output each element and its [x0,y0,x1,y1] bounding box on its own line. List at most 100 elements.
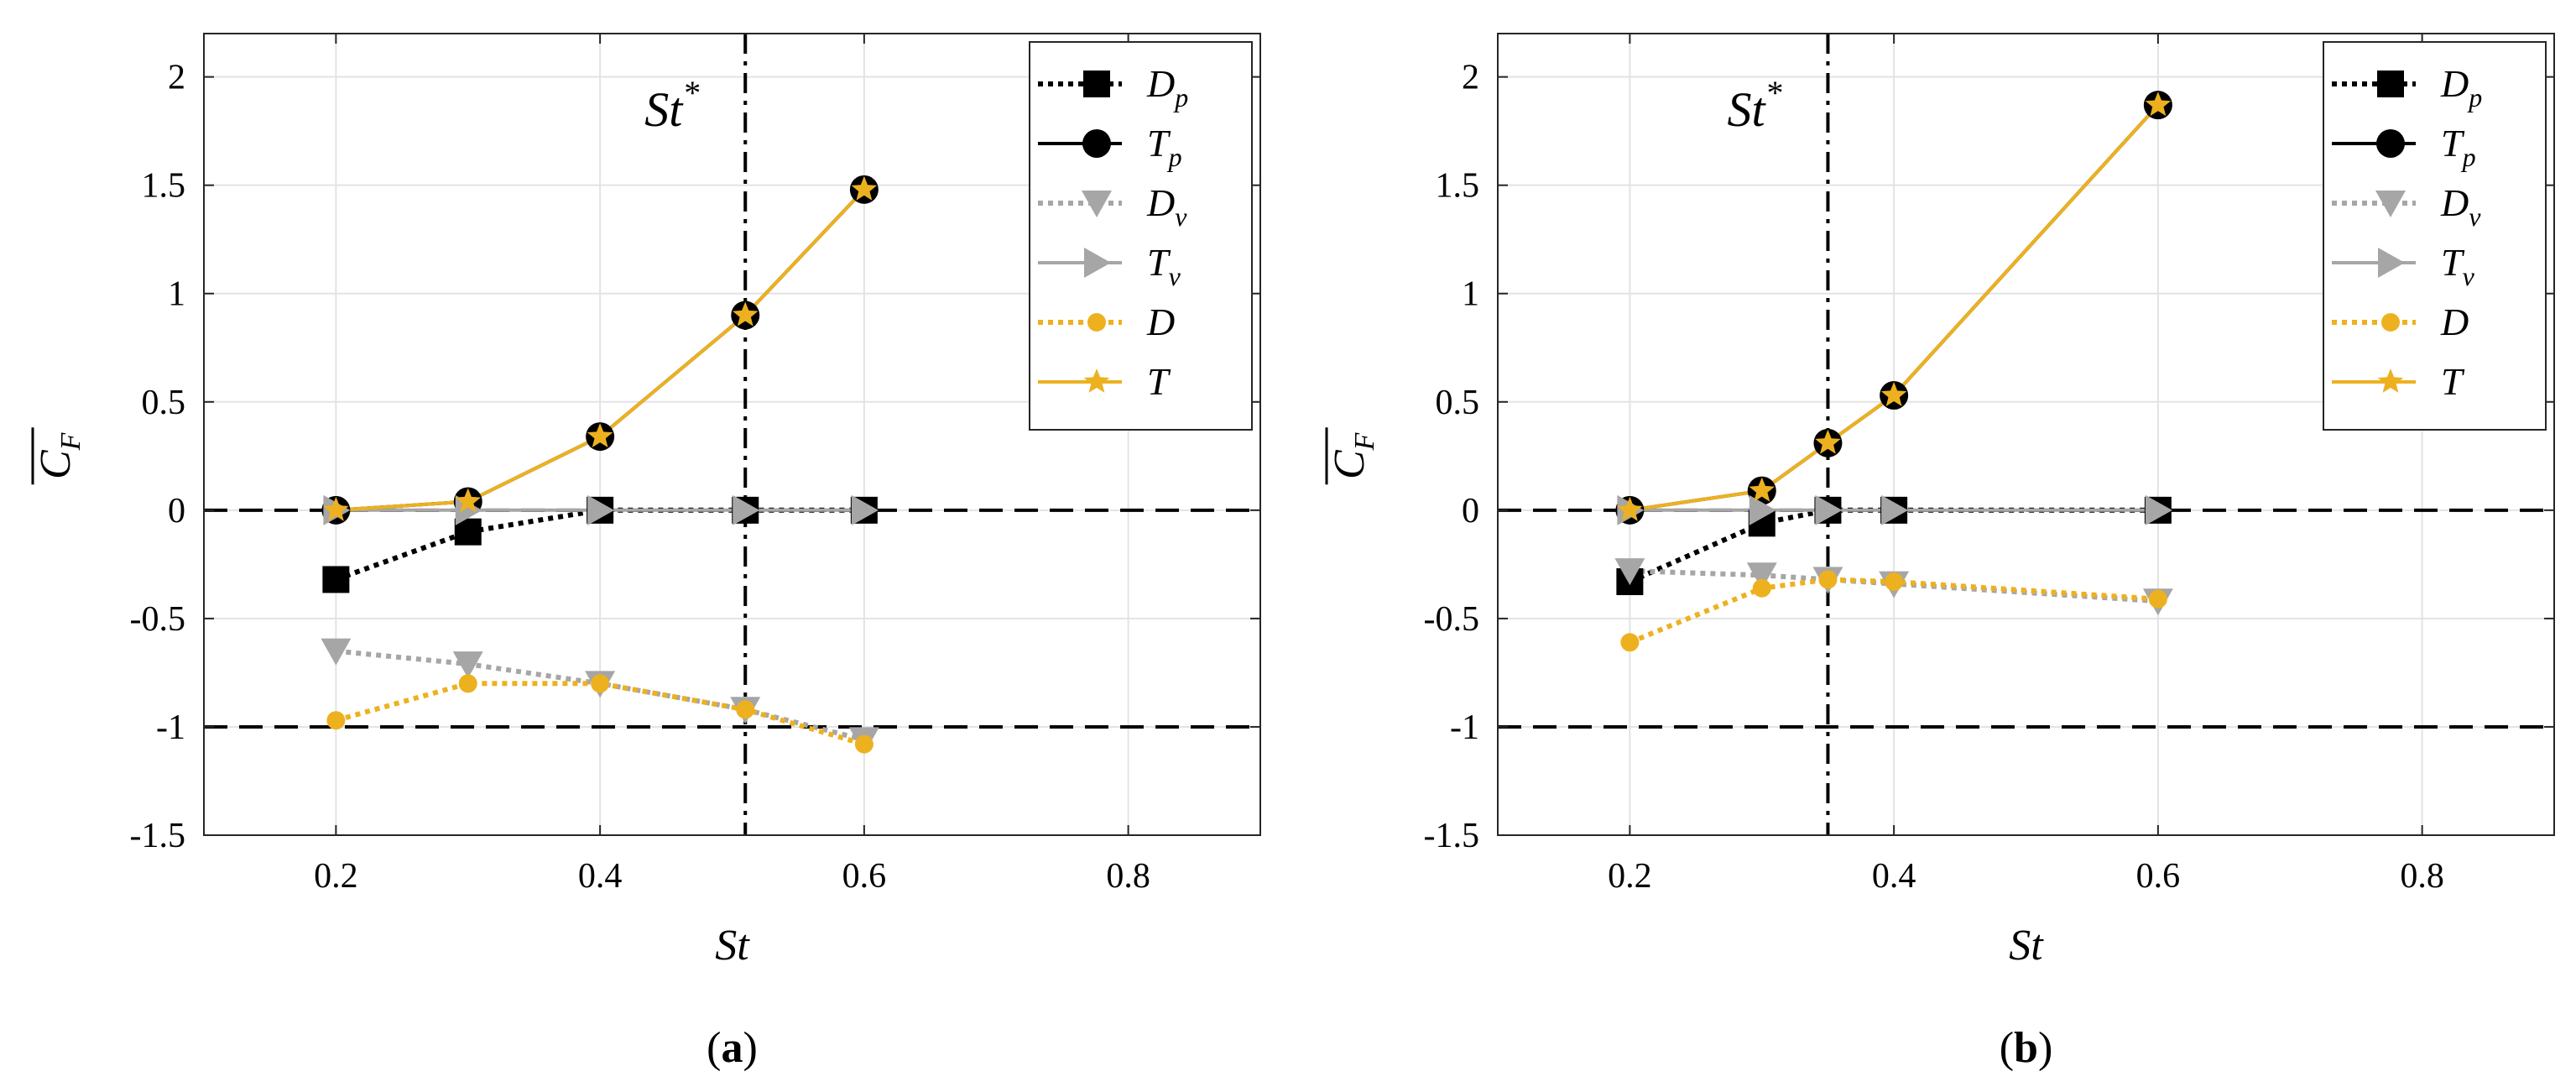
legend-entry-Dp: Dp [1038,62,1188,112]
legend-label: Dv [2440,181,2481,232]
y-tick-label: 0.5 [1436,384,1480,422]
x-tick-label: 0.8 [2400,857,2444,896]
legend: Dp Tp Dv Tv DT [2323,41,2547,431]
legend-label: Dp [1146,62,1188,112]
y-tick-label: -0.5 [130,600,186,639]
x-tick-label: 0.8 [1106,857,1150,896]
data-point-D [326,711,346,730]
data-point-Tv [1881,494,1909,525]
data-point-T [2145,91,2172,117]
panel-b: 0.2 0.4 0.6 0.8 -1.5 -1 -0.5 0 0.5 1 1.5 2 St CF St* Dp… [1325,33,2555,1072]
legend-box [2323,41,2547,431]
legend-label: Dv [1146,181,1187,232]
data-point-T [733,301,759,327]
y-tick-label: -0.5 [1424,600,1480,639]
legend: Dp Tp Dv Tv DT [1029,41,1253,431]
x-tick-label: 0.4 [578,857,623,896]
legend-marker [1083,71,1110,97]
legend-marker [2381,313,2400,332]
data-point-T [1880,382,1907,406]
x-tick-label: 0.6 [2136,857,2181,896]
y-tick-label: -1 [1450,708,1479,747]
panel-label: (b) [2000,1024,2053,1072]
legend-entry-Dv: Dv [1038,181,1187,232]
axes-frame [203,33,1261,836]
legend-marker [2377,71,2404,97]
legend-box [1029,41,1253,431]
st-star-label: St* [644,74,699,137]
legend-entry-Tv: Tv [1038,241,1181,291]
y-tick-label: 2 [1462,59,1479,97]
legend-label: Dp [2440,62,2482,112]
y-axis-label-text: CF [1326,431,1380,479]
y-tick-label: 1 [168,275,185,314]
panel-a: 0.2 0.4 0.6 0.8 -1.5 -1 -0.5 0 0.5 1 1.5 2 St CF St* Dp… [31,33,1261,1072]
legend-marker [1082,129,1111,158]
y-tick-label: 2 [168,59,185,97]
series-line-D [1629,577,2159,645]
legend-marker [1082,191,1112,217]
x-axis-label: St [715,922,750,969]
x-tick-label: 0.2 [1608,857,1652,896]
data-point-Dv [452,651,483,679]
data-point-Dv [1746,562,1777,590]
data-point-D [854,734,873,754]
data-point-Dp [322,566,350,593]
data-point-Tv [2145,494,2172,525]
panel-label: (a) [707,1024,758,1072]
legend-label: Tp [1147,122,1182,172]
data-point-D [458,674,477,693]
data-point-Tv [733,494,760,525]
y-tick-label: -1 [156,708,185,747]
data-point-T [1815,429,1841,454]
data-point-D [1752,578,1771,598]
data-point-D [591,674,610,693]
series-line-D [335,681,865,747]
legend-label: T [1147,360,1171,403]
legend-entry-Tp: Tp [2332,122,2476,172]
data-point-Tv [1749,494,1776,525]
data-point-Tv [587,494,615,525]
data-point-Tv [1815,494,1843,525]
st-star-label: St* [1727,74,1781,137]
legend-marker [2377,368,2404,393]
legend-entry-D: D [1038,300,1175,343]
data-point-T [851,175,878,201]
x-tick-label: 0.6 [842,857,887,896]
y-tick-label: -1.5 [130,817,186,855]
y-tick-label: 1.5 [1436,167,1480,206]
y-tick-label: 0.5 [142,384,186,422]
legend-marker [1084,248,1111,278]
legend-label: T [2441,360,2465,403]
y-axis-label: CF [31,427,86,485]
legend-marker [2378,248,2405,278]
data-point-D [1885,572,1904,592]
data-point-Dv [1614,558,1645,586]
legend-label: D [1146,300,1175,343]
legend-marker [1083,368,1110,393]
legend-entry-T: T [1038,360,1171,403]
data-point-D [1620,633,1640,652]
y-axis-label: CF [1325,427,1380,485]
data-point-Tv [851,494,879,525]
data-point-T [1617,496,1643,521]
legend-entry-Dv: Dv [2332,181,2481,232]
legend-marker [2375,191,2406,217]
legend-marker [2376,129,2405,158]
axes-frame [1497,33,2555,836]
data-point-T [587,423,613,447]
data-point-T [455,488,481,513]
data-point-Dv [321,638,352,666]
legend-label: Tv [1147,241,1181,291]
legend-entry-Dp: Dp [2332,62,2482,112]
y-axis-label-text: CF [32,431,86,479]
data-point-D [1818,570,1838,589]
data-point-T [323,496,349,521]
y-tick-label: 1 [1462,275,1479,314]
y-tick-label: -1.5 [1424,817,1480,855]
x-tick-label: 0.2 [314,857,358,896]
x-axis-label: St [2009,922,2044,969]
x-tick-label: 0.4 [1872,857,1916,896]
data-point-D [736,700,755,719]
